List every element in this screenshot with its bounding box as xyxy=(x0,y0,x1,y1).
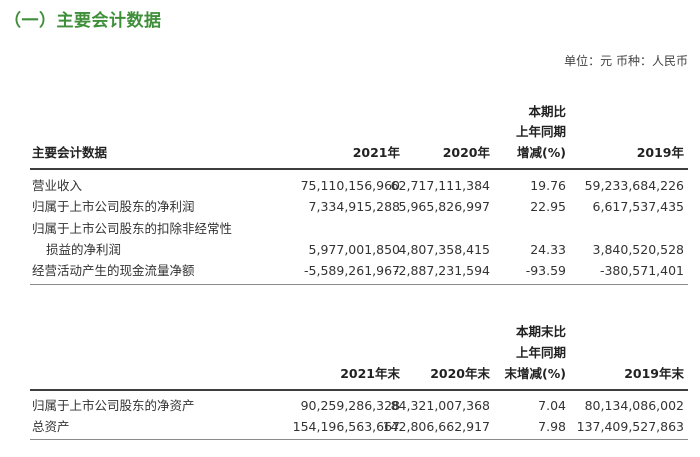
value-2019: 59,233,684,226 xyxy=(584,178,684,193)
value-2019: 6,617,537,435 xyxy=(592,199,684,214)
header2-2019: 2019年末 xyxy=(624,366,684,381)
table-row: 损益的净利润 5,977,001,850 4,807,358,415 24.33… xyxy=(30,240,688,259)
row-label: 归属于上市公司股东的扣除非经常性 xyxy=(32,221,233,236)
header2-change-line2: 上年同期 xyxy=(515,345,566,360)
header2-change-line3: 末增减(%) xyxy=(504,366,566,381)
value-2020: 4,807,358,415 xyxy=(398,242,490,257)
row-label: 归属于上市公司股东的净资产 xyxy=(32,398,195,413)
header-2019: 2019年 xyxy=(636,145,684,160)
value-change: 7.98 xyxy=(538,419,566,434)
value-2021: 5,977,001,850 xyxy=(308,242,400,257)
header-change-line2: 上年同期 xyxy=(515,124,566,139)
table-row: 归属于上市公司股东的扣除非经常性 xyxy=(30,219,688,238)
value-2021: 75,110,156,960 xyxy=(300,178,400,193)
row-label: 总资产 xyxy=(32,419,70,434)
table-row: 总资产 154,196,563,667 142,806,662,917 7.98… xyxy=(30,417,688,436)
row-label-continued: 损益的净利润 xyxy=(46,242,122,257)
table-bottom-rule xyxy=(30,284,688,285)
table2-bottom-rule xyxy=(30,439,688,440)
table-row: 归属于上市公司股东的净利润 7,334,915,288 5,965,826,99… xyxy=(30,197,688,216)
value-2020: 62,717,111,384 xyxy=(390,178,490,193)
value-2019: 80,134,086,002 xyxy=(584,398,684,413)
value-2021: 7,334,915,288 xyxy=(308,199,400,214)
header-2020: 2020年 xyxy=(442,145,490,160)
value-2020: 84,321,007,368 xyxy=(390,398,490,413)
header-rule xyxy=(30,168,688,170)
value-2019: -380,571,401 xyxy=(599,263,684,278)
table-row: 归属于上市公司股东的净资产 90,259,286,328 84,321,007,… xyxy=(30,396,688,415)
header-change-line1: 本期比 xyxy=(528,104,566,119)
value-change: 24.33 xyxy=(530,242,566,257)
value-2021: 90,259,286,328 xyxy=(300,398,400,413)
value-2019: 3,840,520,528 xyxy=(592,242,684,257)
value-2020: 142,806,662,917 xyxy=(382,419,490,434)
value-change: 7.04 xyxy=(538,398,566,413)
header2-2020: 2020年末 xyxy=(430,366,490,381)
header-label: 主要会计数据 xyxy=(32,145,108,160)
section-title: （一）主要会计数据 xyxy=(4,11,162,31)
header-2021: 2021年 xyxy=(352,145,400,160)
row-label: 经营活动产生的现金流量净额 xyxy=(32,263,195,278)
row-label: 归属于上市公司股东的净利润 xyxy=(32,199,195,214)
row-label: 营业收入 xyxy=(32,178,83,193)
table-row: 经营活动产生的现金流量净额 -5,589,261,967 -2,887,231,… xyxy=(30,261,688,280)
header-change-line3: 增减(%) xyxy=(517,145,566,160)
value-change: 19.76 xyxy=(530,178,566,193)
value-2020: 5,965,826,997 xyxy=(398,199,490,214)
value-change: -93.59 xyxy=(525,263,566,278)
header2-rule xyxy=(30,389,688,391)
header2-2021: 2021年末 xyxy=(340,366,400,381)
header2-change-line1: 本期末比 xyxy=(515,324,566,339)
unit-note: 单位：元 币种：人民币 xyxy=(564,54,688,68)
value-2020: -2,887,231,594 xyxy=(394,263,490,278)
value-change: 22.95 xyxy=(530,199,566,214)
value-2019: 137,409,527,863 xyxy=(576,419,684,434)
value-2021: -5,589,261,967 xyxy=(304,263,400,278)
table-row: 营业收入 75,110,156,960 62,717,111,384 19.76… xyxy=(30,176,688,195)
value-2021: 154,196,563,667 xyxy=(292,419,400,434)
